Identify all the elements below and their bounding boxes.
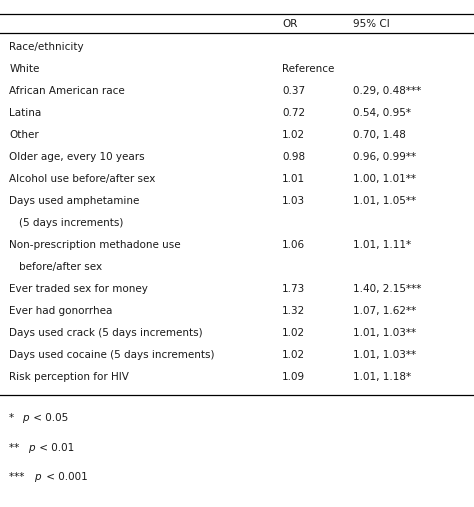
Text: White: White bbox=[9, 64, 40, 74]
Text: Risk perception for HIV: Risk perception for HIV bbox=[9, 372, 129, 382]
Text: 1.02: 1.02 bbox=[282, 328, 305, 338]
Text: 1.02: 1.02 bbox=[282, 350, 305, 360]
Text: 1.00, 1.01**: 1.00, 1.01** bbox=[353, 174, 416, 184]
Text: 1.73: 1.73 bbox=[282, 284, 305, 294]
Text: 1.02: 1.02 bbox=[282, 130, 305, 140]
Text: 1.01, 1.11*: 1.01, 1.11* bbox=[353, 240, 411, 250]
Text: 0.29, 0.48***: 0.29, 0.48*** bbox=[353, 86, 421, 96]
Text: 1.06: 1.06 bbox=[282, 240, 305, 250]
Text: 0.98: 0.98 bbox=[282, 152, 305, 162]
Text: before/after sex: before/after sex bbox=[19, 262, 102, 272]
Text: 0.37: 0.37 bbox=[282, 86, 305, 96]
Text: ***: *** bbox=[9, 472, 28, 482]
Text: Days used cocaine (5 days increments): Days used cocaine (5 days increments) bbox=[9, 350, 215, 360]
Text: *: * bbox=[9, 413, 18, 423]
Text: Reference: Reference bbox=[282, 64, 334, 74]
Text: 0.72: 0.72 bbox=[282, 108, 305, 118]
Text: 0.70, 1.48: 0.70, 1.48 bbox=[353, 130, 406, 140]
Text: Ever had gonorrhea: Ever had gonorrhea bbox=[9, 306, 113, 316]
Text: 1.32: 1.32 bbox=[282, 306, 305, 316]
Text: 0.54, 0.95*: 0.54, 0.95* bbox=[353, 108, 411, 118]
Text: African American race: African American race bbox=[9, 86, 125, 96]
Text: Latina: Latina bbox=[9, 108, 42, 118]
Text: Days used amphetamine: Days used amphetamine bbox=[9, 196, 140, 206]
Text: 95% CI: 95% CI bbox=[353, 19, 390, 29]
Text: 1.01, 1.03**: 1.01, 1.03** bbox=[353, 350, 416, 360]
Text: Other: Other bbox=[9, 130, 39, 140]
Text: 1.01, 1.03**: 1.01, 1.03** bbox=[353, 328, 416, 338]
Text: 1.01, 1.18*: 1.01, 1.18* bbox=[353, 372, 411, 382]
Text: Days used crack (5 days increments): Days used crack (5 days increments) bbox=[9, 328, 203, 338]
Text: (5 days increments): (5 days increments) bbox=[19, 218, 123, 228]
Text: Ever traded sex for money: Ever traded sex for money bbox=[9, 284, 148, 294]
Text: < 0.01: < 0.01 bbox=[36, 443, 75, 453]
Text: Older age, every 10 years: Older age, every 10 years bbox=[9, 152, 145, 162]
Text: 0.96, 0.99**: 0.96, 0.99** bbox=[353, 152, 416, 162]
Text: 1.01, 1.05**: 1.01, 1.05** bbox=[353, 196, 416, 206]
Text: Alcohol use before/after sex: Alcohol use before/after sex bbox=[9, 174, 156, 184]
Text: p: p bbox=[28, 443, 35, 453]
Text: 1.01: 1.01 bbox=[282, 174, 305, 184]
Text: Race/ethnicity: Race/ethnicity bbox=[9, 42, 84, 52]
Text: 1.40, 2.15***: 1.40, 2.15*** bbox=[353, 284, 421, 294]
Text: Non-prescription methadone use: Non-prescription methadone use bbox=[9, 240, 181, 250]
Text: 1.03: 1.03 bbox=[282, 196, 305, 206]
Text: < 0.05: < 0.05 bbox=[30, 413, 69, 423]
Text: p: p bbox=[22, 413, 28, 423]
Text: < 0.001: < 0.001 bbox=[43, 472, 87, 482]
Text: OR: OR bbox=[282, 19, 297, 29]
Text: 1.09: 1.09 bbox=[282, 372, 305, 382]
Text: p: p bbox=[34, 472, 41, 482]
Text: **: ** bbox=[9, 443, 23, 453]
Text: 1.07, 1.62**: 1.07, 1.62** bbox=[353, 306, 416, 316]
